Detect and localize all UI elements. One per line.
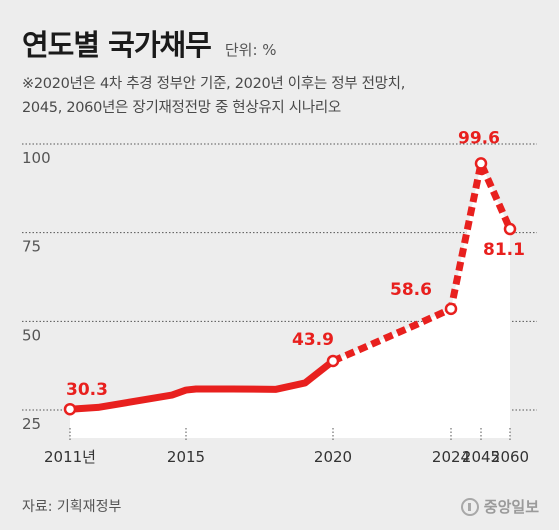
x-tick-label-2045: 2045	[462, 448, 500, 466]
chart-title: 연도별 국가채무	[22, 28, 212, 62]
marker-layer	[63, 157, 517, 416]
logo-icon	[460, 497, 479, 516]
data-label-2011: 30.3	[66, 380, 108, 400]
x-tick-label-2024: 2024	[432, 448, 470, 466]
x-tick-label-2060: 2060	[491, 448, 529, 466]
data-label-2045: 99.6	[458, 128, 500, 148]
note-line-1: ※2020년은 4차 추경 정부안 기준, 2020년 이후는 정부 전망치,	[22, 76, 406, 92]
data-point-2020	[326, 354, 340, 368]
data-label-2024: 58.6	[390, 280, 432, 300]
y-tick-label: 75	[22, 238, 41, 256]
line-layer	[66, 159, 514, 413]
data-point-2060	[503, 222, 517, 236]
y-tick-label: 25	[22, 415, 41, 433]
area-fill	[70, 163, 510, 438]
logo-text: 중앙일보	[483, 498, 539, 516]
data-point-2024	[444, 302, 458, 316]
data-point-2045	[474, 157, 488, 170]
label-layer: 30.3 43.9 58.6 99.6 81.1	[66, 128, 525, 400]
note-line-2: 2045, 2060년은 장기재정전망 중 현상유지 시나리오	[22, 100, 341, 116]
series-line-projected	[331, 159, 514, 365]
x-tick-label-2011: 2011년	[44, 448, 96, 466]
data-point-2011	[63, 402, 77, 416]
area-layer	[70, 163, 510, 438]
y-tick-label: 50	[22, 326, 41, 344]
publisher-logo: 중앙일보	[460, 496, 539, 517]
x-tick-label-2020: 2020	[314, 448, 352, 466]
x-tick-label-2015: 2015	[167, 448, 205, 466]
unit-label: 단위: %	[224, 41, 277, 59]
title-row: 연도별 국가채무 단위: %	[22, 22, 277, 64]
series-line-actual	[66, 357, 337, 413]
source-note: 자료: 기획재정부	[22, 499, 122, 515]
grid-layer: 25 50 75 100	[22, 143, 537, 433]
data-label-2060: 81.1	[483, 240, 525, 260]
y-tick-label: 100	[22, 149, 51, 167]
data-label-2020: 43.9	[292, 330, 334, 350]
